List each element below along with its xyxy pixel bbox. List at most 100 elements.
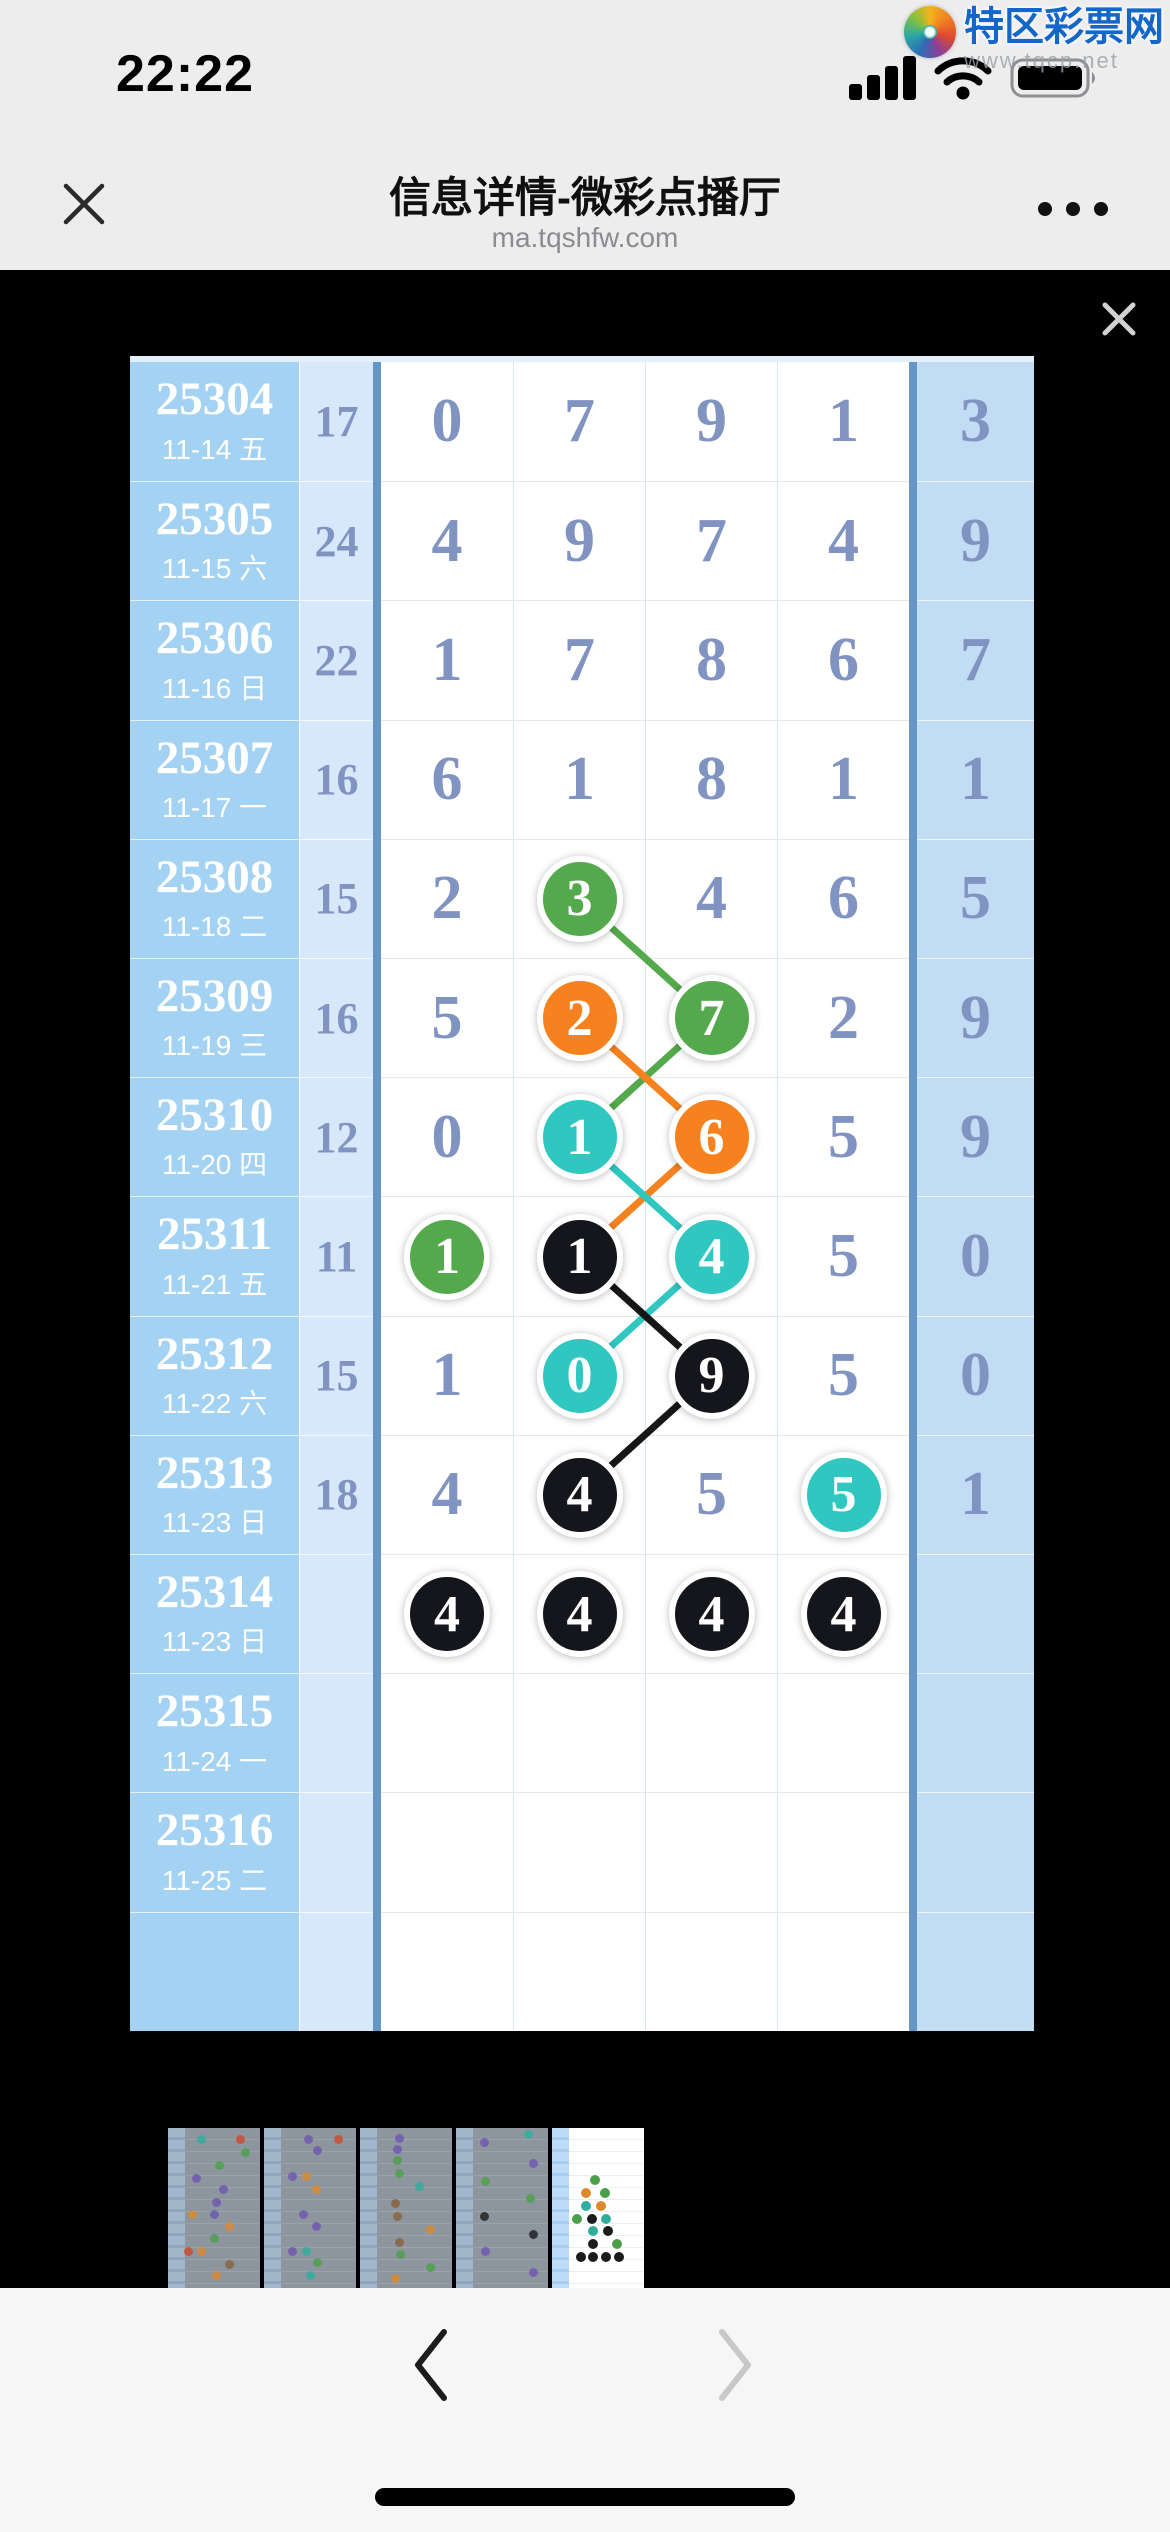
tail-digit-cell — [917, 1554, 1034, 1674]
viewer-close-button[interactable] — [1096, 296, 1142, 342]
column-divider — [373, 838, 381, 959]
period-number: 25304 — [155, 373, 274, 426]
thumbnail-dot — [588, 2239, 599, 2250]
period-cell — [130, 1911, 299, 2031]
column-divider — [373, 1434, 381, 1555]
sum-cell: 16 — [299, 958, 373, 1078]
digit-value: 6 — [828, 626, 859, 694]
digit-cell: 9 — [645, 1315, 777, 1435]
thumbnail-dot — [302, 2247, 312, 2257]
chart-thumbnail-3[interactable] — [360, 2128, 452, 2288]
period-cell: 25316 11-25 二 — [130, 1792, 299, 1912]
sum-cell: 24 — [299, 481, 373, 601]
thumbnail-dot — [211, 2197, 221, 2207]
thumbnail-dot — [479, 2138, 489, 2148]
prev-image-button[interactable] — [408, 2326, 468, 2406]
chart-thumbnail-1[interactable] — [168, 2128, 260, 2288]
digit-cell: 8 — [645, 600, 777, 720]
digit-value: 5 — [828, 1102, 859, 1171]
digit-cell — [513, 1792, 645, 1912]
table-row: 25309 11-19 三 16 5 2 7 2 9 — [130, 958, 1034, 1078]
sum-cell: 11 — [299, 1196, 373, 1316]
thumbnail-dot — [306, 2271, 315, 2281]
digit-cell: 1 — [513, 1196, 645, 1316]
thumbnail-dot — [302, 2172, 312, 2181]
home-indicator[interactable] — [375, 2488, 795, 2506]
period-cell: 25305 11-15 六 — [130, 481, 299, 601]
digit-cell: 0 — [381, 362, 513, 482]
period-number: 25307 — [155, 731, 274, 784]
thumbnail-dot — [575, 2252, 586, 2262]
page-title: 信息详情-微彩点播厅 — [389, 174, 781, 221]
draw-date: 11-22 六 — [161, 1387, 268, 1419]
image-viewer: 25304 11-14 五 17 0 7 9 1 3 25305 11-15 六 24 4 9 7 4 9 25… — [0, 270, 1170, 2288]
sum-cell: 16 — [299, 719, 373, 839]
column-divider — [373, 958, 381, 1078]
chart-thumbnail-5[interactable] — [552, 2128, 644, 2288]
digit-cell: 6 — [381, 719, 513, 839]
digit-value: 4 — [696, 864, 727, 933]
column-divider — [373, 1554, 381, 1674]
column-divider — [373, 1792, 381, 1912]
column-divider — [909, 719, 917, 839]
circled-digit-teal: 1 — [536, 1094, 623, 1181]
draw-date: 11-14 五 — [161, 433, 268, 465]
lottery-trend-chart-image[interactable]: 25304 11-14 五 17 0 7 9 1 3 25305 11-15 六 24 4 9 7 4 9 25… — [130, 362, 1034, 2031]
thumbnail-dot — [210, 2210, 219, 2220]
thumbnail-dot — [311, 2184, 321, 2194]
bottom-toolbar — [0, 2288, 1170, 2532]
thumbnail-period-column — [456, 2128, 473, 2288]
chart-thumbnail-2[interactable] — [264, 2128, 356, 2288]
draw-date: 11-19 三 — [161, 1030, 268, 1062]
thumbnail-dot — [588, 2226, 599, 2237]
status-time: 22:22 — [116, 45, 254, 103]
digit-value: 4 — [431, 1460, 463, 1529]
thumbnail-dot — [529, 2159, 539, 2169]
sum-cell — [299, 1673, 373, 1793]
thumbnail-dot — [210, 2234, 219, 2244]
digit-value: 5 — [828, 1222, 859, 1291]
status-and-nav-bar: 22:22 信息详情-微彩点播厅 ma.tqshfw.com — [0, 0, 1170, 270]
thumbnail-dot — [287, 2172, 297, 2181]
digit-value: 1 — [431, 626, 463, 694]
digit-cell — [381, 1673, 513, 1793]
thumbnail-dot — [603, 2226, 614, 2237]
tail-digit-cell: 9 — [917, 481, 1034, 601]
thumbnail-dot — [313, 2258, 323, 2268]
digit-cell — [513, 1911, 645, 2031]
digit-cell: 1 — [381, 1196, 513, 1316]
digit-cell: 2 — [513, 958, 645, 1078]
digit-cell: 6 — [777, 600, 909, 720]
thumbnail-dot — [298, 2210, 308, 2220]
next-image-button[interactable] — [712, 2326, 772, 2406]
digit-cell: 4 — [381, 1434, 513, 1555]
thumbnail-dot — [571, 2213, 582, 2224]
digit-cell: 5 — [777, 1315, 909, 1435]
thumbnail-dot — [313, 2146, 323, 2156]
period-number: 25315 — [155, 1685, 274, 1738]
tail-digit-cell: 9 — [917, 1077, 1034, 1197]
more-menu-button[interactable] — [1032, 196, 1114, 222]
thumbnail-dot — [235, 2135, 245, 2145]
digit-cell: 4 — [645, 838, 777, 959]
thumbnail-dot — [311, 2221, 321, 2231]
chart-thumbnail-4[interactable] — [456, 2128, 548, 2288]
thumbnail-dot — [219, 2184, 229, 2194]
browser-close-button[interactable] — [58, 178, 110, 230]
digit-cell — [513, 1673, 645, 1793]
thumbnail-dot — [287, 2247, 297, 2257]
site-logo-icon — [904, 6, 956, 58]
column-divider — [373, 1673, 381, 1793]
thumbnail-dot — [581, 2188, 592, 2198]
digit-cell: 6 — [645, 1077, 777, 1197]
thumbnail-dot — [529, 2229, 539, 2239]
thumbnail-dot — [197, 2135, 207, 2145]
period-cell: 25314 11-23 日 — [130, 1554, 299, 1674]
tail-digit-cell: 3 — [917, 362, 1034, 482]
draw-date: 11-21 五 — [161, 1268, 268, 1300]
table-row — [130, 1911, 1034, 2031]
digit-value: 6 — [431, 745, 463, 814]
thumbnail-period-column — [360, 2128, 377, 2288]
digit-value: 2 — [431, 864, 463, 933]
